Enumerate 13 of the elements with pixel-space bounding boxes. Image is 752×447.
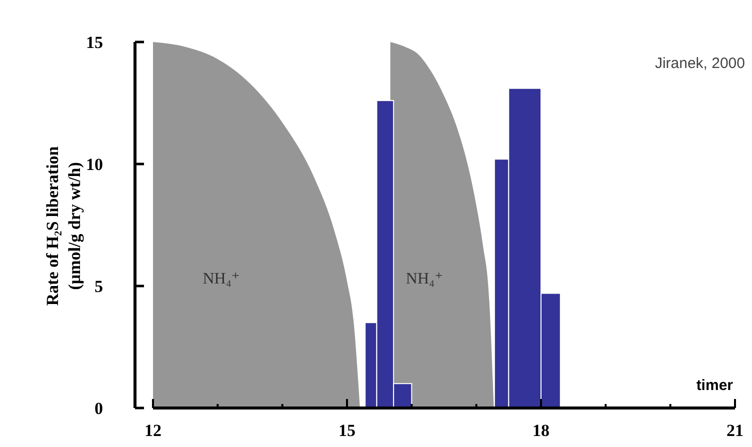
x-tick-label: 18	[532, 421, 550, 440]
y-tick-label: 5	[94, 276, 103, 296]
y-tick-label: 15	[86, 32, 103, 52]
x-tick-label: 15	[338, 421, 356, 440]
y-tick-label: 0	[94, 398, 103, 418]
x-axis-title: timer	[696, 377, 734, 394]
y-axis-title: Rate of H₂S liberation (µmol/g dry wt/h)	[43, 146, 84, 306]
annotation: Jiranek, 2000	[654, 55, 745, 72]
series-label: NH₄⁺	[202, 270, 240, 288]
y-tick-label: 10	[86, 154, 103, 174]
x-tick-label: 12	[144, 421, 162, 440]
series-label: NH₄⁺	[406, 270, 444, 288]
x-tick-label: 21	[726, 421, 744, 440]
